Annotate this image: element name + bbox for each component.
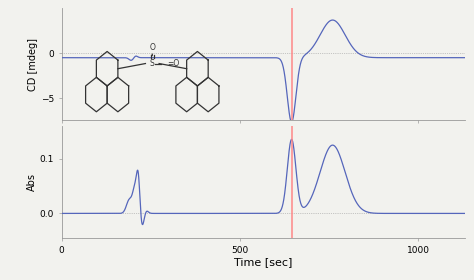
X-axis label: Time [sec]: Time [sec] (234, 257, 292, 267)
Y-axis label: Abs: Abs (27, 173, 37, 191)
Y-axis label: CD [mdeg]: CD [mdeg] (28, 38, 38, 91)
